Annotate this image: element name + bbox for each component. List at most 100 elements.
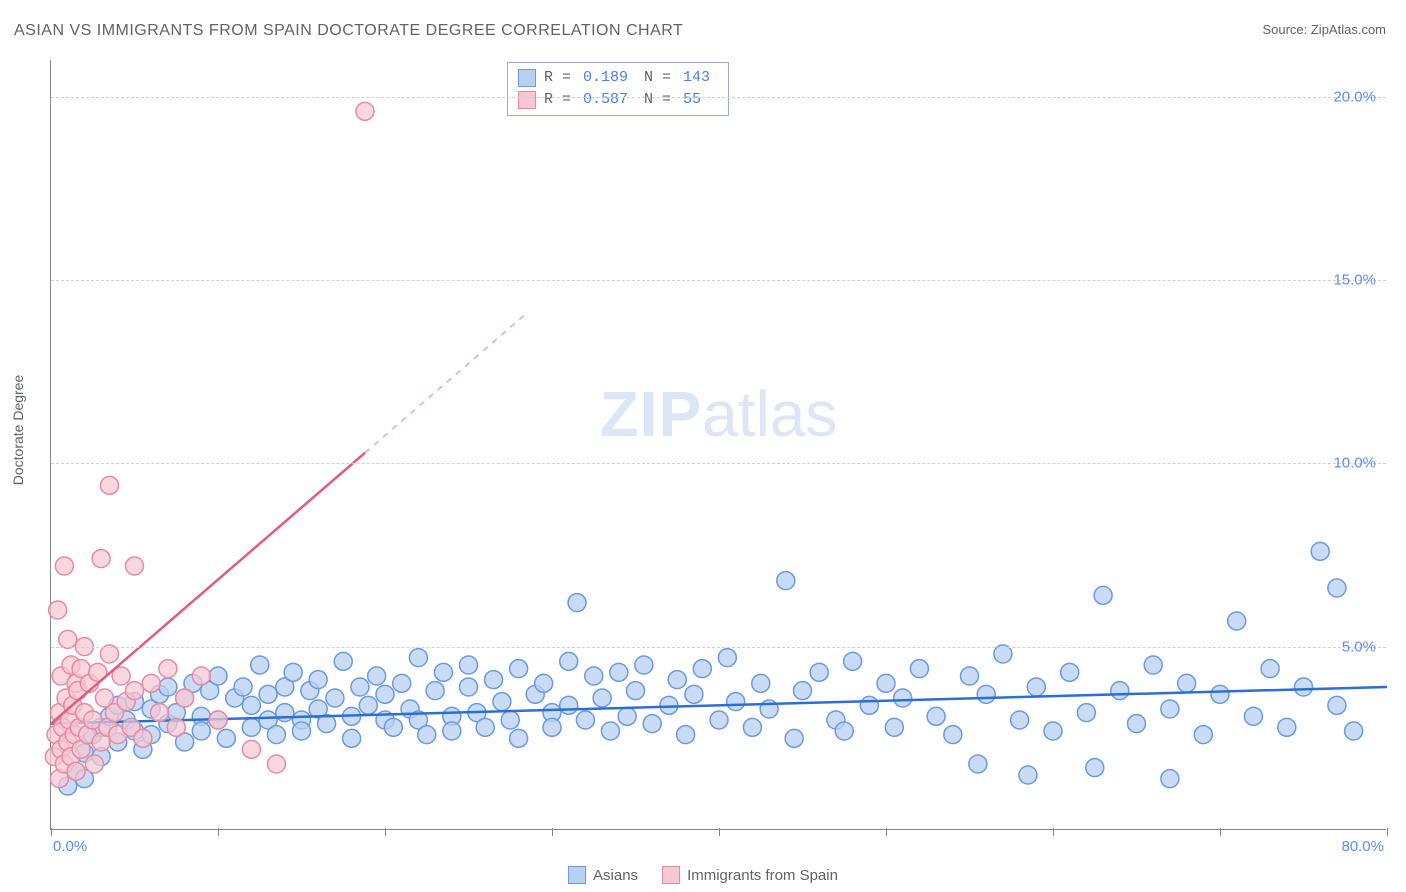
scatter-point bbox=[259, 685, 277, 703]
scatter-point bbox=[1019, 766, 1037, 784]
scatter-point bbox=[693, 660, 711, 678]
scatter-point bbox=[159, 678, 177, 696]
scatter-point bbox=[568, 594, 586, 612]
scatter-point bbox=[242, 696, 260, 714]
scatter-point bbox=[1228, 612, 1246, 630]
legend-swatch bbox=[568, 866, 586, 884]
scatter-point bbox=[393, 674, 411, 692]
scatter-point bbox=[59, 630, 77, 648]
scatter-point bbox=[710, 711, 728, 729]
x-tick bbox=[552, 828, 553, 836]
scatter-point bbox=[276, 704, 294, 722]
scatter-point bbox=[234, 678, 252, 696]
scatter-point bbox=[794, 682, 812, 700]
scatter-point bbox=[618, 707, 636, 725]
scatter-point bbox=[643, 715, 661, 733]
scatter-point bbox=[1261, 660, 1279, 678]
scatter-point bbox=[593, 689, 611, 707]
scatter-point bbox=[49, 601, 67, 619]
scatter-point bbox=[510, 660, 528, 678]
chart-title: ASIAN VS IMMIGRANTS FROM SPAIN DOCTORATE… bbox=[14, 22, 683, 40]
legend-label: Immigrants from Spain bbox=[687, 867, 838, 884]
scatter-point bbox=[384, 718, 402, 736]
y-tick-label: 15.0% bbox=[1333, 272, 1376, 289]
x-tick-label-max: 80.0% bbox=[1341, 838, 1384, 855]
scatter-point bbox=[1161, 700, 1179, 718]
scatter-point bbox=[1194, 726, 1212, 744]
scatter-point bbox=[944, 726, 962, 744]
stat-r-label: R = bbox=[544, 67, 571, 89]
scatter-point bbox=[668, 671, 686, 689]
scatter-point bbox=[560, 696, 578, 714]
scatter-point bbox=[1244, 707, 1262, 725]
scatter-point bbox=[1111, 682, 1129, 700]
scatter-point bbox=[510, 729, 528, 747]
scatter-point bbox=[560, 652, 578, 670]
scatter-point bbox=[85, 755, 103, 773]
scatter-point bbox=[67, 762, 85, 780]
scatter-point bbox=[251, 656, 269, 674]
scatter-point bbox=[242, 718, 260, 736]
scatter-point bbox=[1328, 696, 1346, 714]
scatter-point bbox=[1144, 656, 1162, 674]
scatter-point bbox=[610, 663, 628, 681]
x-tick bbox=[51, 828, 52, 836]
scatter-point bbox=[485, 671, 503, 689]
legend-label: Asians bbox=[593, 867, 638, 884]
scatter-point bbox=[100, 645, 118, 663]
x-tick-label-min: 0.0% bbox=[53, 838, 87, 855]
scatter-point bbox=[894, 689, 912, 707]
scatter-point bbox=[1161, 770, 1179, 788]
scatter-point bbox=[1027, 678, 1045, 696]
scatter-point bbox=[585, 667, 603, 685]
scatter-point bbox=[543, 718, 561, 736]
scatter-point bbox=[309, 671, 327, 689]
scatter-point bbox=[326, 689, 344, 707]
source-attribution: Source: ZipAtlas.com bbox=[1262, 22, 1386, 37]
scatter-point bbox=[100, 476, 118, 494]
x-tick bbox=[886, 828, 887, 836]
scatter-point bbox=[1086, 759, 1104, 777]
scatter-point bbox=[159, 660, 177, 678]
stat-r-label: R = bbox=[544, 89, 571, 111]
scatter-point bbox=[284, 663, 302, 681]
scatter-point bbox=[810, 663, 828, 681]
scatter-point bbox=[92, 550, 110, 568]
scatter-point bbox=[961, 667, 979, 685]
scatter-point bbox=[885, 718, 903, 736]
scatter-point bbox=[376, 685, 394, 703]
grid-line bbox=[51, 280, 1386, 281]
scatter-point bbox=[1044, 722, 1062, 740]
plot-svg bbox=[51, 60, 1386, 829]
scatter-point bbox=[359, 696, 377, 714]
grid-line bbox=[51, 647, 1386, 648]
scatter-point bbox=[835, 722, 853, 740]
scatter-point bbox=[1061, 663, 1079, 681]
scatter-point bbox=[242, 740, 260, 758]
scatter-point bbox=[1345, 722, 1363, 740]
stat-n-label: N = bbox=[644, 67, 671, 89]
scatter-point bbox=[1128, 715, 1146, 733]
stat-r-value: 0.587 bbox=[579, 89, 636, 111]
scatter-point bbox=[356, 102, 374, 120]
scatter-point bbox=[677, 726, 695, 744]
scatter-point bbox=[434, 663, 452, 681]
scatter-point bbox=[1094, 586, 1112, 604]
scatter-point bbox=[334, 652, 352, 670]
x-tick bbox=[1053, 828, 1054, 836]
scatter-point bbox=[1278, 718, 1296, 736]
scatter-point bbox=[343, 729, 361, 747]
scatter-point bbox=[501, 711, 519, 729]
scatter-point bbox=[601, 722, 619, 740]
scatter-point bbox=[460, 656, 478, 674]
x-tick bbox=[1387, 828, 1388, 836]
scatter-point bbox=[176, 689, 194, 707]
scatter-point bbox=[877, 674, 895, 692]
grid-line bbox=[51, 463, 1386, 464]
scatter-point bbox=[368, 667, 386, 685]
y-tick-label: 10.0% bbox=[1333, 455, 1376, 472]
scatter-point bbox=[126, 557, 144, 575]
scatter-point bbox=[217, 729, 235, 747]
legend: Asians Immigrants from Spain bbox=[568, 866, 838, 884]
stat-n-value: 143 bbox=[679, 67, 718, 89]
